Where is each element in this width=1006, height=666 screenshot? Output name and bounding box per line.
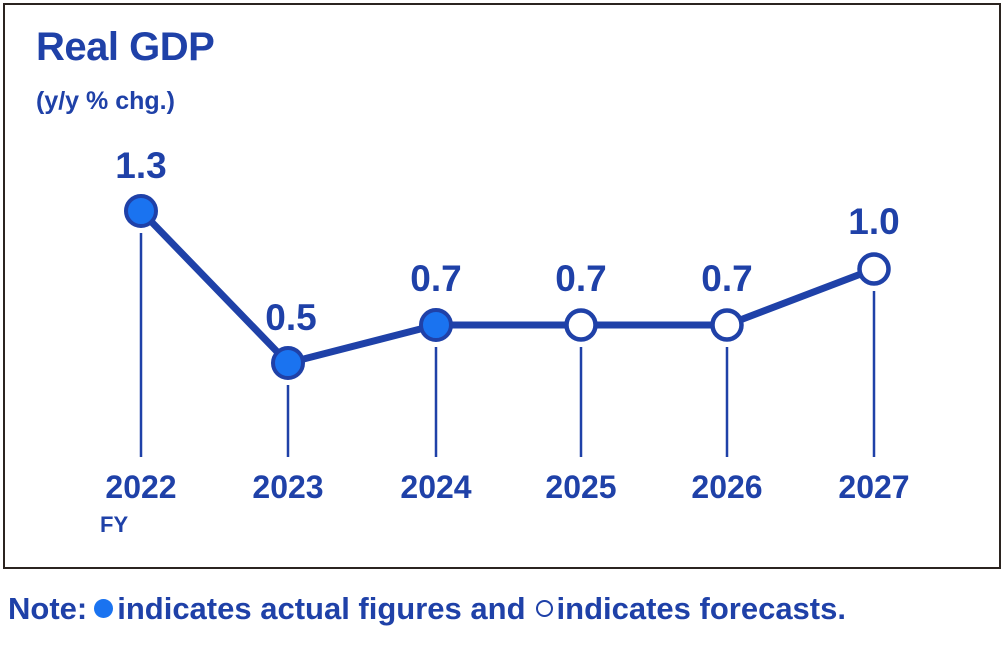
- tick-label-2025: 2025: [545, 469, 617, 505]
- note-prefix: Note:: [8, 590, 88, 626]
- value-label-2026: 0.7: [701, 258, 753, 299]
- filled-circle-icon: [94, 598, 114, 618]
- tick-label-2023: 2023: [252, 469, 324, 505]
- data-point-filled-2022[interactable]: [124, 194, 158, 228]
- data-point-hollow-2027[interactable]: [857, 252, 891, 286]
- value-label-2025: 0.7: [555, 258, 607, 299]
- data-point-filled-2023[interactable]: [271, 346, 305, 380]
- value-label-2022: 1.3: [115, 145, 167, 186]
- chart-note: Note: indicates actual figures and indic…: [8, 586, 998, 630]
- tick-label-2024: 2024: [400, 469, 472, 505]
- data-point-hollow-2025[interactable]: [564, 308, 598, 342]
- note-forecast-text: indicates forecasts.: [556, 590, 846, 626]
- data-point-hollow-2026[interactable]: [710, 308, 744, 342]
- data-point-filled-2024[interactable]: [419, 308, 453, 342]
- note-actual-text: indicates actual figures and: [117, 590, 526, 626]
- value-label-2027: 1.0: [848, 201, 900, 242]
- fiscal-year-axis-label: FY: [100, 512, 129, 537]
- hollow-circle-icon: [535, 599, 553, 617]
- chart-panel: Real GDP (y/y % chg.) 1.3 0.5 0.7 0.7 0.7 1.0…: [3, 3, 1001, 569]
- value-label-2024: 0.7: [410, 258, 462, 299]
- data-line: [137, 207, 878, 367]
- chart-title: Real GDP: [36, 25, 215, 69]
- value-label-2023: 0.5: [265, 297, 317, 338]
- tick-label-2022: 2022: [105, 469, 177, 505]
- tick-label-2026: 2026: [691, 469, 763, 505]
- chart-subtitle-units: (y/y % chg.): [36, 87, 175, 115]
- drop-lines-group: [139, 233, 876, 457]
- tick-label-2027: 2027: [838, 469, 910, 505]
- line-chart-plot: [124, 194, 891, 457]
- data-point-markers-group: [124, 194, 891, 380]
